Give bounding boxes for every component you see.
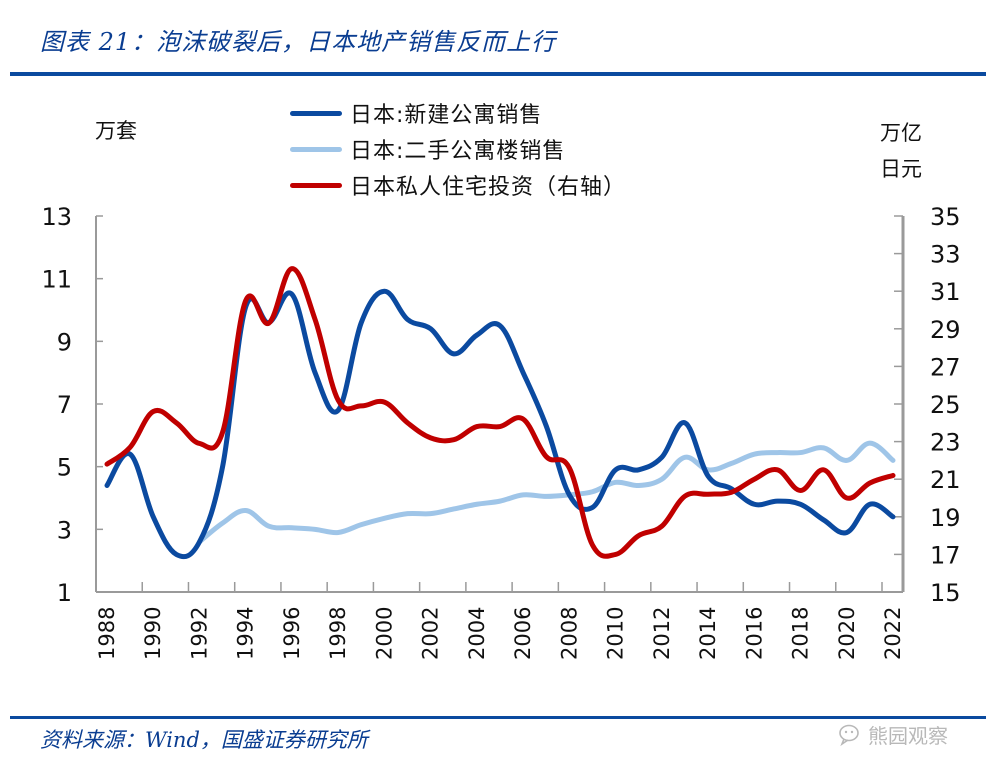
right-axis-tick-label: 15	[930, 579, 961, 607]
left-axis-unit: 万套	[95, 119, 137, 143]
x-axis-tick-label: 1990	[141, 607, 165, 660]
right-axis-unit-line-2: 日元	[880, 157, 922, 181]
x-axis-tick-label: 2016	[742, 607, 766, 660]
legend-item-investment: 日本私人住宅投资（右轴）	[290, 167, 626, 203]
right-axis-tick-label: 33	[930, 241, 961, 269]
left-axis-tick-label: 5	[57, 454, 72, 482]
x-axis-tick-label: 2004	[465, 607, 489, 660]
legend-label-investment: 日本私人住宅投资（右轴）	[350, 175, 627, 200]
left-axis-tick-label: 7	[57, 391, 72, 419]
x-axis-tick-label: 2012	[650, 607, 674, 660]
left-axis-tick-label: 1	[57, 579, 72, 607]
x-axis-tick-label: 1988	[95, 607, 119, 660]
x-axis-tick-label: 1994	[234, 607, 258, 660]
series-line-private-housing-investment	[104, 266, 896, 559]
legend: 日本:新建公寓销售 日本:二手公寓楼销售 日本私人住宅投资（右轴）	[290, 95, 626, 203]
legend-item-used-sales: 日本:二手公寓楼销售	[290, 131, 626, 167]
x-axis-tick-label: 2014	[696, 607, 720, 660]
legend-swatch-investment	[290, 182, 342, 188]
legend-item-new-sales: 日本:新建公寓销售	[290, 95, 626, 131]
x-axis-tick-label: 2018	[789, 607, 813, 660]
right-axis-tick-label: 19	[930, 504, 961, 532]
right-axis-unit: 万亿 日元	[880, 115, 922, 187]
title-divider	[10, 72, 986, 76]
watermark: 熊园观察	[838, 720, 948, 749]
right-axis-tick-label: 31	[930, 278, 961, 306]
right-axis-tick-label: 35	[930, 203, 961, 231]
left-axis-tick-label: 13	[41, 203, 72, 231]
right-axis-tick-label: 21	[930, 466, 961, 494]
x-axis-tick-label: 2002	[419, 607, 443, 660]
right-axis-tick-label: 27	[930, 353, 961, 381]
series-line-new-apartment-sales	[104, 288, 896, 560]
left-axis-tick-label: 11	[41, 266, 72, 294]
x-axis-tick-label: 2022	[881, 607, 905, 660]
right-axis-tick-label: 29	[930, 316, 961, 344]
wechat-icon	[839, 724, 859, 746]
watermark-text: 熊园观察	[868, 724, 948, 748]
x-axis-tick-label: 2010	[604, 607, 628, 660]
x-axis-tick-label: 2008	[557, 607, 581, 660]
left-axis-tick-label: 9	[57, 328, 72, 356]
x-axis-tick-label: 2006	[511, 607, 535, 660]
left-axis-tick-label: 3	[57, 516, 72, 544]
x-axis-tick-label: 1992	[187, 607, 211, 660]
footer-divider	[10, 716, 986, 719]
legend-label-used-sales: 日本:二手公寓楼销售	[350, 139, 566, 164]
source-note: 资料来源：Wind，国盛证券研究所	[40, 728, 368, 752]
right-axis-tick-label: 23	[930, 429, 961, 457]
x-axis-tick-label: 1996	[280, 607, 304, 660]
right-axis-tick-label: 25	[930, 391, 961, 419]
x-axis-tick-label: 2020	[835, 607, 859, 660]
legend-label-new-sales: 日本:新建公寓销售	[350, 103, 543, 128]
right-axis-tick-label: 17	[930, 541, 961, 569]
series-group	[104, 266, 896, 560]
x-axis-tick-label: 1998	[326, 607, 350, 660]
legend-swatch-used-sales	[290, 146, 342, 152]
legend-swatch-new-sales	[290, 110, 342, 116]
right-axis-unit-line-1: 万亿	[880, 121, 922, 145]
x-axis-tick-label: 2000	[372, 607, 396, 660]
chart-title: 图表 21：泡沫破裂后，日本地产销售反而上行	[40, 28, 557, 56]
